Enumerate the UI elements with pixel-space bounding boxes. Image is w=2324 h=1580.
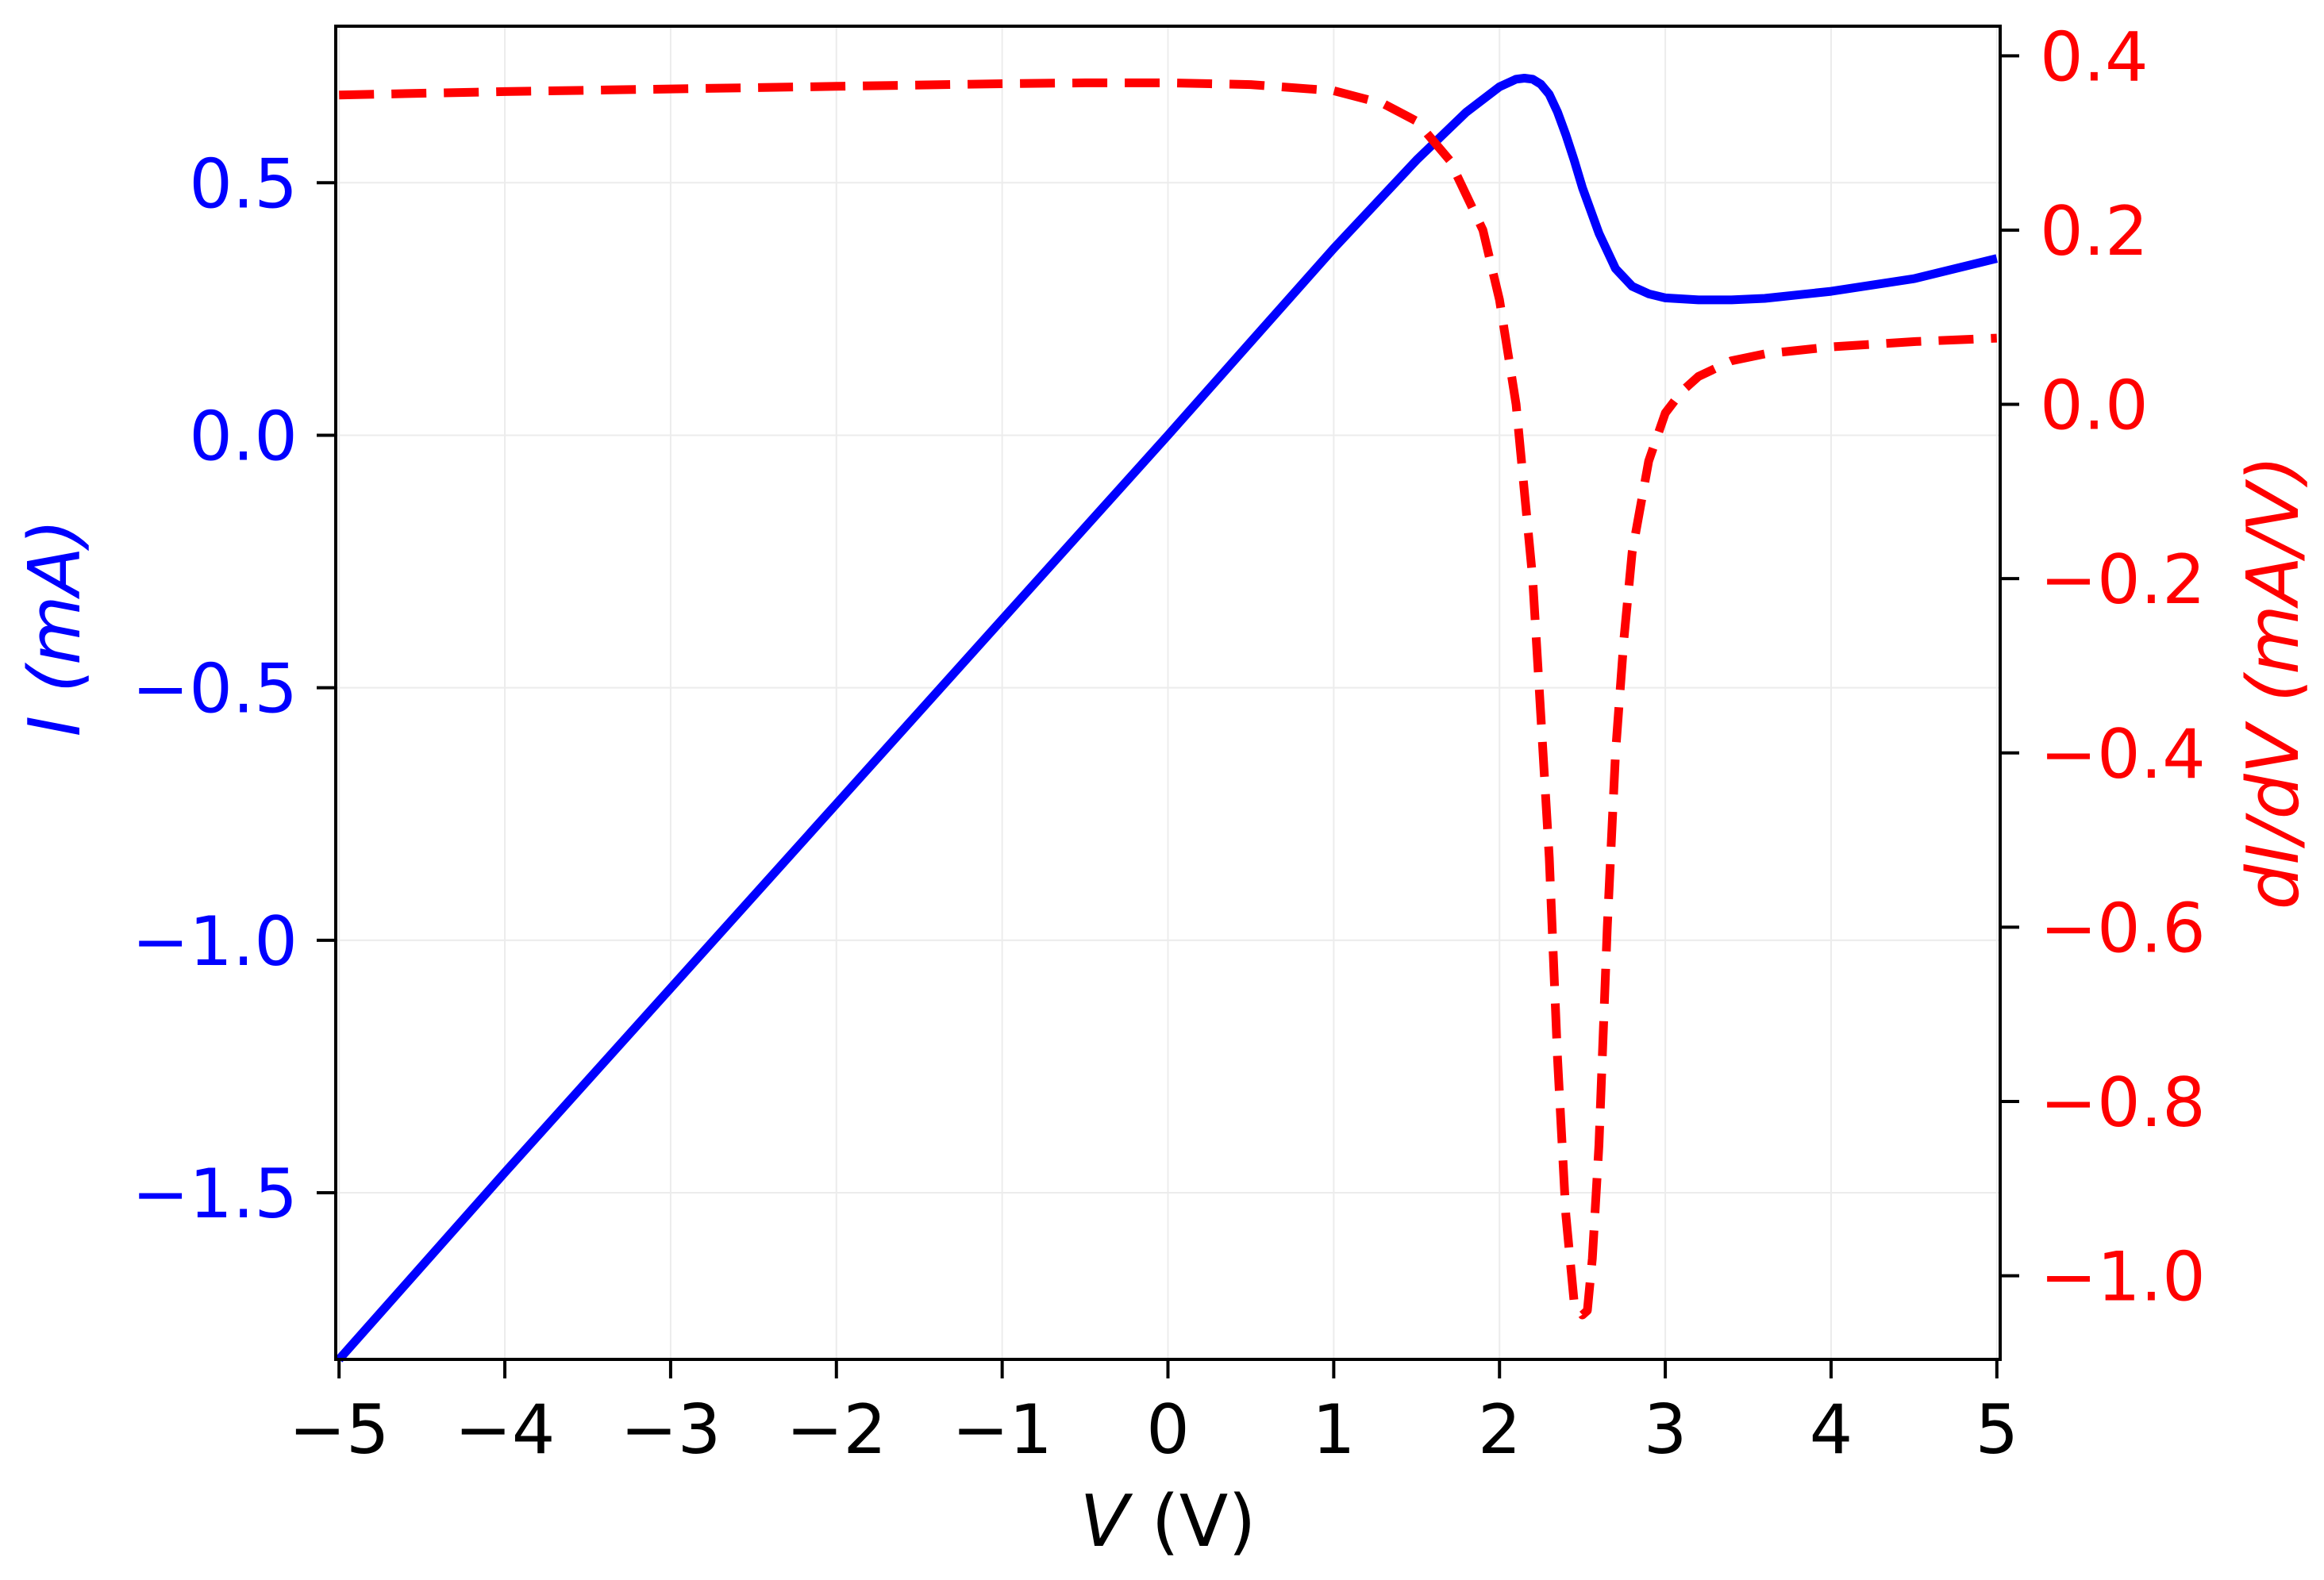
x-tick-label-3: −2: [786, 1390, 887, 1470]
grid-layer: [336, 26, 2000, 1359]
y-left-axis-symbol: I: [13, 716, 97, 737]
y-right-tick-label-4: −0.4: [2040, 715, 2206, 794]
y-left-tick-label-4: −1.5: [132, 1155, 298, 1234]
y-right-tick-label-0: 0.4: [2040, 17, 2149, 97]
y-right-tick-label-3: −0.2: [2040, 540, 2206, 620]
y-left-axis-unit: (mA): [13, 519, 97, 716]
y-right-axis-unit: (mA/V): [2232, 456, 2315, 725]
y-left-axis-title: I (mA): [13, 519, 97, 737]
x-tick-label-5: 0: [1146, 1390, 1190, 1470]
y-left-tick-label-3: −1.0: [132, 902, 298, 982]
y-left-tick-label-0: 0.5: [189, 144, 298, 224]
x-tick-label-1: −4: [455, 1390, 556, 1470]
y-left-tick-label-2: −0.5: [132, 650, 298, 729]
y-right-axis-symbol: dI/dV: [2232, 721, 2315, 909]
series-line-current: [336, 74, 1999, 1363]
series-layer: [336, 74, 1999, 1363]
x-tick-label-2: −3: [621, 1390, 721, 1470]
y-right-tick-label-2: 0.0: [2040, 367, 2149, 446]
tick-layer: −5 −4 −3 −2 −1 0 1 2 3 4 5 0.5 0.0 −0.5 −1.0 −1.5 0.4 0.2…: [132, 17, 2206, 1470]
x-tick-label-9: 4: [1810, 1390, 1853, 1470]
series-line-didv: [339, 78, 1998, 1320]
y-right-tick-label-6: −0.8: [2040, 1063, 2206, 1143]
x-tick-label-8: 3: [1644, 1390, 1687, 1470]
x-tick-label-7: 2: [1478, 1390, 1522, 1470]
y-left-tick-label-1: 0.0: [189, 397, 298, 476]
y-right-axis-title: dI/dV (mA/V): [2232, 456, 2315, 910]
x-tick-label-0: −5: [289, 1390, 390, 1470]
x-tick-label-10: 5: [1975, 1390, 2018, 1470]
x-axis-title: V (V): [1080, 1480, 1256, 1563]
y-right-tick-label-5: −0.6: [2040, 889, 2206, 968]
x-axis-symbol: V: [1080, 1480, 1133, 1563]
y-right-tick-label-1: 0.2: [2040, 192, 2149, 271]
x-axis-unit: (V): [1129, 1480, 1256, 1563]
x-tick-label-6: 1: [1312, 1390, 1356, 1470]
x-tick-label-4: −1: [952, 1390, 1052, 1470]
y-right-tick-label-7: −1.0: [2040, 1238, 2206, 1317]
